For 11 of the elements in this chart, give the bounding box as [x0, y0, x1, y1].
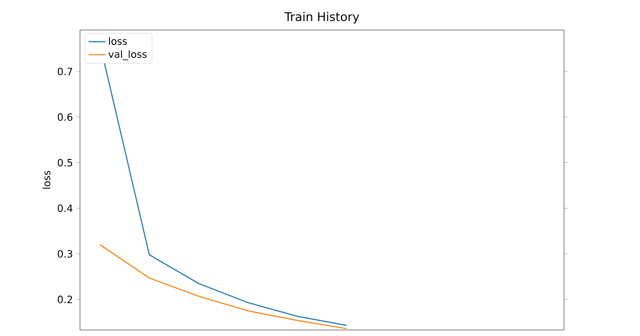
- legend-label: loss: [109, 37, 127, 45]
- chart-title: Train History: [284, 12, 360, 24]
- y-tick-label: 0.4: [58, 204, 72, 212]
- y-tick-label: 0.5: [58, 158, 72, 166]
- y-tick-label: 0.2: [58, 296, 72, 304]
- legend-label: val_loss: [108, 50, 147, 60]
- y-axis-title: loss: [42, 170, 50, 189]
- y-tick-label: 0.3: [58, 250, 72, 258]
- y-tick-label: 0.6: [58, 113, 72, 121]
- line-series: [99, 244, 348, 330]
- y-tick-label: 0.7: [58, 68, 72, 76]
